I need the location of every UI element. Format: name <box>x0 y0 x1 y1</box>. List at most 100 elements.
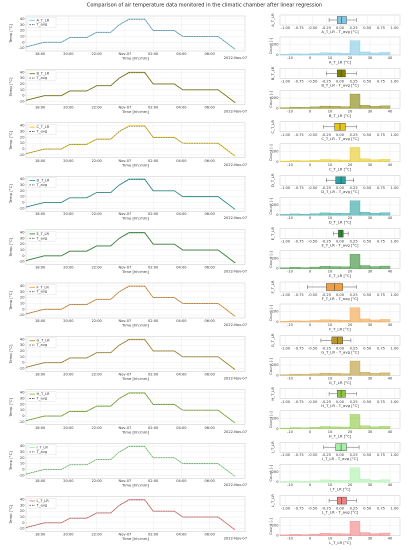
y-tick-label: 200 <box>272 203 280 207</box>
plot-area <box>25 69 246 105</box>
hist-bar <box>309 533 321 536</box>
hist-bar <box>299 481 311 483</box>
x-tick-label: 10 <box>328 109 333 113</box>
x-tick-label: 0.00 <box>336 186 345 190</box>
hist-bar <box>379 212 391 216</box>
y-tick-label: -10 <box>19 527 26 531</box>
x-axis-label: I_T_LR [°C] <box>330 487 351 492</box>
x-tick-label: -0.75 <box>294 293 303 297</box>
x-tick-label: 0 <box>309 216 312 220</box>
x-axis-label: D_T_LR - T_avg [°C] <box>321 189 359 194</box>
x-tick-label: Nov-07 <box>119 319 132 323</box>
hist-bar <box>319 266 331 269</box>
x-tick-label: Nov-07 <box>119 212 132 216</box>
hist-bar <box>299 320 311 323</box>
x-tick-label: Nov-07 <box>119 372 132 376</box>
series-line <box>25 232 236 264</box>
x-tick-label: 20 <box>348 483 353 487</box>
y-tick-label: 0 <box>22 200 25 204</box>
x-tick-label: 40 <box>388 483 393 487</box>
x-offset-label: 2022-Nov-07 <box>224 163 247 167</box>
y-tick-label: 200 <box>272 523 280 527</box>
hist-bar <box>299 214 311 216</box>
hist-bar <box>369 212 381 216</box>
y-tick-label: -10 <box>19 313 26 317</box>
x-axis-label: Time [hh:mm] <box>121 323 149 328</box>
hist-bar <box>329 106 341 109</box>
y-tick-label: 0 <box>22 414 25 418</box>
hist-bar <box>339 426 351 429</box>
y-tick-label: 40 <box>20 124 25 128</box>
hist-bar <box>279 427 291 429</box>
y-tick-label: -10 <box>19 366 26 370</box>
x-tick-label: 1.00 <box>391 240 400 244</box>
x-tick-label: 18:00 <box>35 319 46 323</box>
hist-bar <box>349 360 361 376</box>
hist-bar <box>329 266 341 269</box>
x-tick-label: 0.50 <box>363 453 372 457</box>
y-tick-label: 30 <box>20 183 25 187</box>
hist-bar <box>309 160 321 162</box>
x-tick-label: 1.00 <box>391 400 400 404</box>
y-axis-label: Temp [°C] <box>8 504 13 524</box>
x-tick-label: 10 <box>328 430 333 434</box>
x-tick-label: 0.75 <box>377 133 385 137</box>
y-tick-label: 200 <box>272 310 280 314</box>
x-tick-label: 1.00 <box>391 26 400 30</box>
hist-bar <box>359 318 371 323</box>
y-axis-label: D_T_LR <box>270 173 275 187</box>
x-tick-label: 30 <box>368 537 373 541</box>
y-axis-label: E_T_LR <box>270 227 275 241</box>
hist-bar <box>369 533 381 536</box>
hist-bar <box>289 373 301 376</box>
hist-bar <box>319 479 331 483</box>
hist-bar <box>309 53 321 56</box>
y-tick-label: 0 <box>276 373 279 377</box>
y-tick-label: 40 <box>20 284 25 288</box>
legend-label: C_T_LR <box>37 125 50 129</box>
hist-bar <box>359 425 371 429</box>
hist-bar <box>329 426 341 429</box>
x-tick-label: 20 <box>348 270 353 274</box>
plot-area <box>25 443 246 479</box>
hist-bar <box>319 372 331 376</box>
x-offset-label: 2022-Nov-07 <box>224 109 247 113</box>
hist-bar <box>349 467 361 483</box>
x-tick-label: 30 <box>368 483 373 487</box>
x-axis-label: C_T_LR [°C] <box>329 166 352 171</box>
x-tick-label: 18:00 <box>35 372 46 376</box>
x-tick-label: -0.75 <box>294 507 303 511</box>
x-tick-label: 20 <box>348 323 353 327</box>
legend-label: G_T_LR <box>37 339 51 343</box>
x-tick-label: 02:00 <box>148 479 159 483</box>
x-axis-label: Time [hh:mm] <box>121 536 149 541</box>
y-tick-label: 30 <box>20 236 25 240</box>
y-tick-label: 200 <box>272 43 280 47</box>
x-tick-label: 20 <box>348 109 353 113</box>
x-tick-label: 1.00 <box>391 133 400 137</box>
y-tick-label: 0 <box>22 40 25 44</box>
x-axis-label: Time [hh:mm] <box>121 109 149 114</box>
x-tick-label: 0.00 <box>336 240 345 244</box>
y-tick-label: 0 <box>276 213 279 217</box>
hist-bar <box>329 319 341 323</box>
hist-bar <box>379 372 391 376</box>
hist-bar <box>329 212 341 216</box>
legend-label: T_avg <box>36 503 48 507</box>
x-offset-label: 2022-Nov-07 <box>224 270 247 274</box>
hist-bar <box>379 105 391 109</box>
x-tick-label: 18:00 <box>35 105 46 109</box>
hist-bar <box>379 319 391 323</box>
hist-bar <box>279 321 291 323</box>
legend-label: T_avg <box>36 76 48 80</box>
x-tick-label: 22:00 <box>91 212 102 216</box>
y-tick-label: 200 <box>272 256 280 260</box>
x-axis-label: Time [hh:mm] <box>121 216 149 221</box>
x-tick-label: -10 <box>287 376 294 380</box>
x-tick-label: 30 <box>368 216 373 220</box>
hist-bar <box>299 107 311 109</box>
hist-bar <box>289 320 301 323</box>
plot-area <box>25 496 246 532</box>
x-tick-label: -0.25 <box>322 79 331 83</box>
